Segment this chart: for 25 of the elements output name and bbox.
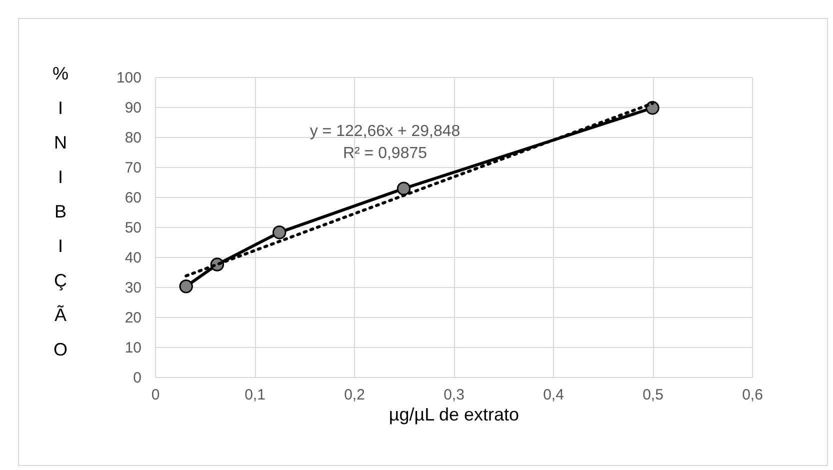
y-tick-label: 100	[116, 70, 142, 86]
y-tick-label: 50	[124, 220, 142, 236]
x-tick-label: 0,2	[344, 386, 365, 404]
y-tick-label: 60	[124, 190, 142, 206]
point	[396, 182, 411, 196]
point	[179, 280, 193, 294]
text: % INIBIÇÃO	[52, 64, 69, 360]
y-tick-label: 10	[124, 340, 142, 356]
annotation: R² = 0,9875	[342, 145, 428, 162]
x-tick-label: 0,6	[742, 386, 763, 404]
x-tick-label: 0,5	[642, 386, 664, 404]
y-tick-label: 90	[124, 100, 142, 116]
y-tick-label: 0	[133, 370, 142, 386]
y-tick-label: 80	[124, 130, 142, 146]
x-tick-label: 0,3	[444, 386, 464, 404]
x-tick-label: 0,4	[543, 386, 564, 404]
annotation: y = 122,66x + 29,848	[310, 123, 460, 140]
x-tick-label: 0	[151, 386, 160, 404]
y-tick-label: 20	[124, 310, 142, 326]
point	[272, 226, 286, 240]
y-tick-label: 30	[124, 280, 142, 296]
x-tick-label: 0,1	[244, 386, 266, 404]
x-axis-title: µg/µL de extrato	[388, 404, 520, 424]
y-tick-label: 40	[124, 250, 142, 266]
y-tick-label: 70	[124, 160, 142, 176]
